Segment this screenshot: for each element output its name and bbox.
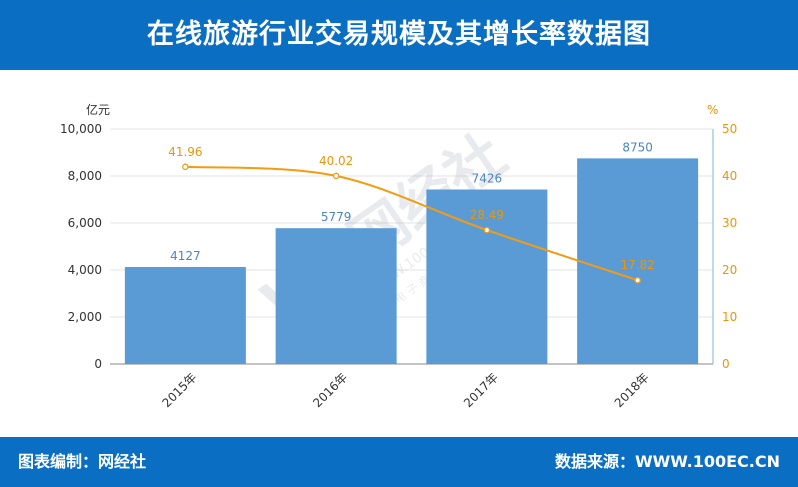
x-tick-label: 2018年 <box>612 370 652 410</box>
y-axis-left-label: 亿元 <box>86 102 110 117</box>
line-point <box>182 163 189 171</box>
y-tick-left: 0 <box>94 357 102 371</box>
bar-value-label: 4127 <box>170 249 201 263</box>
line-point <box>332 172 340 180</box>
x-tick-label: 2016年 <box>310 370 350 410</box>
chart-area: WS网经社 WWW.100EC.CN 网 经 社 · 电 子 商 务 研 究 中… <box>0 70 798 437</box>
y-tick-right: 0 <box>722 357 730 371</box>
chart-svg: WS网经社 WWW.100EC.CN 网 经 社 · 电 子 商 务 研 究 中… <box>60 102 737 410</box>
y-tick-right: 20 <box>722 263 737 277</box>
x-tick-label: 2015年 <box>160 370 200 410</box>
line-value-label: 17.82 <box>620 258 654 272</box>
bar-value-label: 8750 <box>622 140 653 154</box>
y-tick-left: 2,000 <box>68 310 102 324</box>
line-point <box>634 276 641 284</box>
line-value-label: 28.49 <box>470 208 504 222</box>
y-tick-right: 50 <box>722 122 737 136</box>
line-series: 41.96 40.02 28.49 17.82 <box>168 145 655 284</box>
y-tick-right: 10 <box>722 310 737 324</box>
line-value-label: 41.96 <box>168 145 202 159</box>
footer-credit: 图表编制：网经社 <box>18 452 147 471</box>
x-tick-label: 2017年 <box>461 370 501 410</box>
bar-value-label: 7426 <box>472 171 503 185</box>
bar <box>577 158 699 364</box>
page-title: 在线旅游行业交易规模及其增长率数据图 <box>147 19 651 50</box>
footer-source: 数据来源：WWW.100EC.CN <box>554 452 780 471</box>
y-tick-right: 30 <box>722 216 737 230</box>
line-value-label: 40.02 <box>319 154 353 168</box>
bar-value-label: 5779 <box>321 210 352 224</box>
y-tick-left: 10,000 <box>60 122 102 136</box>
y-tick-left: 8,000 <box>68 169 102 183</box>
header-bar: 在线旅游行业交易规模及其增长率数据图 <box>0 0 798 70</box>
y-tick-left: 4,000 <box>68 263 102 277</box>
y-axis-right-label: % <box>707 103 718 117</box>
footer-bar: 图表编制：网经社 数据来源：WWW.100EC.CN <box>0 437 798 487</box>
line-point <box>483 226 491 234</box>
bar <box>426 189 548 364</box>
y-tick-left: 6,000 <box>68 216 102 230</box>
y-tick-right: 40 <box>722 169 737 183</box>
growth-line <box>185 165 638 282</box>
bar-series: 4127 5779 7426 8750 <box>124 140 699 364</box>
bar <box>124 267 246 364</box>
bar <box>275 228 397 364</box>
